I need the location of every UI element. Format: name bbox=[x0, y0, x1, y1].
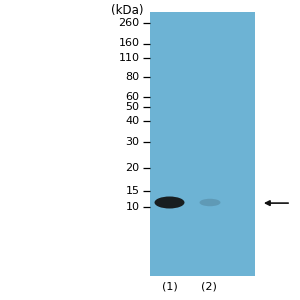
Text: 15: 15 bbox=[125, 185, 140, 196]
Text: 80: 80 bbox=[125, 71, 140, 82]
FancyBboxPatch shape bbox=[150, 12, 255, 276]
Text: 60: 60 bbox=[125, 92, 140, 102]
Text: (kDa): (kDa) bbox=[112, 4, 144, 17]
Ellipse shape bbox=[200, 199, 220, 206]
Text: (2): (2) bbox=[201, 281, 216, 292]
Text: (1): (1) bbox=[162, 281, 177, 292]
Text: 50: 50 bbox=[125, 102, 140, 112]
Text: 260: 260 bbox=[118, 17, 140, 28]
Text: 40: 40 bbox=[125, 116, 140, 126]
Text: 10: 10 bbox=[125, 202, 140, 212]
Text: 30: 30 bbox=[125, 136, 140, 147]
Text: 160: 160 bbox=[118, 38, 140, 49]
Text: 110: 110 bbox=[118, 53, 140, 64]
Ellipse shape bbox=[154, 196, 184, 208]
Text: 20: 20 bbox=[125, 163, 140, 173]
